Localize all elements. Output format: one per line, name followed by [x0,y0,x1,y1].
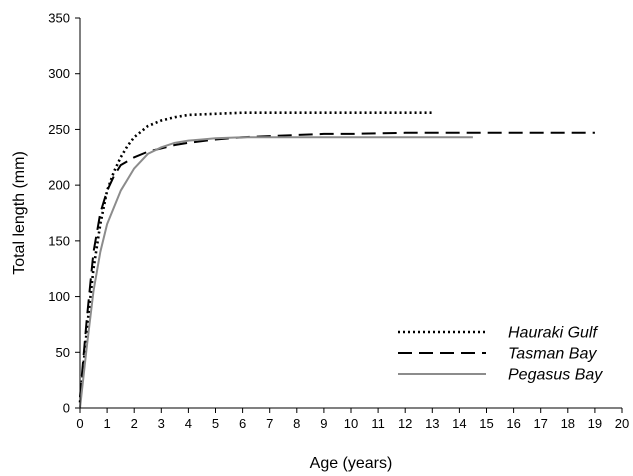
x-tick-label: 7 [266,416,273,431]
x-tick-label: 0 [76,416,83,431]
x-tick-label: 4 [185,416,192,431]
y-tick-label: 350 [48,11,70,26]
y-tick-label: 150 [48,233,70,248]
legend-label: Tasman Bay [508,346,597,363]
y-tick-label: 200 [48,178,70,193]
y-axis-title: Total length (mm) [11,151,28,275]
y-tick-label: 100 [48,289,70,304]
x-tick-label: 20 [615,416,629,431]
x-tick-label: 1 [103,416,110,431]
x-tick-label: 13 [425,416,439,431]
legend-label: Hauraki Gulf [508,325,598,342]
x-tick-label: 9 [320,416,327,431]
legend: Hauraki Gulf Tasman Bay Pegasus Bay [398,325,603,384]
x-tick-label: 11 [371,416,385,431]
y-tick-label: 300 [48,66,70,81]
x-axis-ticks: 0 1 2 3 4 5 6 7 8 9 10 11 12 13 14 15 16 17 18 19 20 [76,408,629,431]
x-tick-label: 8 [293,416,300,431]
series-line-pegasus-bay [79,136,473,409]
x-axis-title: Age (years) [310,455,393,472]
legend-label: Pegasus Bay [508,367,603,384]
y-tick-label: 50 [56,345,70,360]
y-axis-ticks: 0 50 100 150 200 250 300 350 [48,11,80,416]
x-tick-label: 19 [588,416,602,431]
x-tick-label: 2 [131,416,138,431]
x-tick-label: 14 [452,416,466,431]
x-tick-label: 3 [158,416,165,431]
x-tick-label: 16 [506,416,520,431]
series-line-tasman-bay [79,131,595,397]
series-layer [78,111,595,409]
x-tick-label: 5 [212,416,219,431]
x-tick-label: 17 [533,416,547,431]
x-tick-label: 10 [344,416,358,431]
x-tick-label: 18 [561,416,575,431]
y-tick-label: 0 [63,401,70,416]
x-tick-label: 15 [479,416,493,431]
series-line-hauraki-gulf [78,111,433,403]
x-tick-label: 12 [398,416,412,431]
x-tick-label: 6 [239,416,246,431]
y-tick-label: 250 [48,122,70,137]
